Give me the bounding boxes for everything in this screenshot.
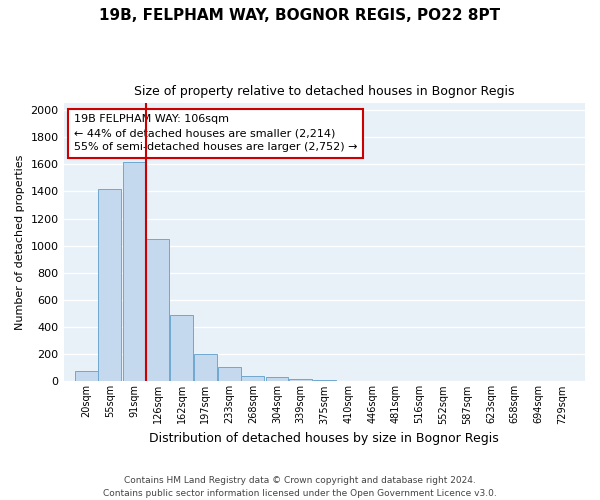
Bar — [98, 189, 121, 382]
Bar — [241, 376, 264, 382]
Text: 19B, FELPHAM WAY, BOGNOR REGIS, PO22 8PT: 19B, FELPHAM WAY, BOGNOR REGIS, PO22 8PT — [100, 8, 500, 22]
Bar — [218, 367, 241, 382]
Bar — [313, 380, 336, 382]
Bar — [146, 239, 169, 382]
Bar — [170, 315, 193, 382]
Title: Size of property relative to detached houses in Bognor Regis: Size of property relative to detached ho… — [134, 85, 515, 98]
Text: 19B FELPHAM WAY: 106sqm
← 44% of detached houses are smaller (2,214)
55% of semi: 19B FELPHAM WAY: 106sqm ← 44% of detache… — [74, 114, 358, 152]
Bar — [122, 162, 145, 382]
X-axis label: Distribution of detached houses by size in Bognor Regis: Distribution of detached houses by size … — [149, 432, 499, 445]
Text: Contains HM Land Registry data © Crown copyright and database right 2024.
Contai: Contains HM Land Registry data © Crown c… — [103, 476, 497, 498]
Bar — [194, 354, 217, 382]
Bar — [289, 378, 312, 382]
Bar — [266, 378, 289, 382]
Bar — [75, 370, 98, 382]
Y-axis label: Number of detached properties: Number of detached properties — [15, 154, 25, 330]
